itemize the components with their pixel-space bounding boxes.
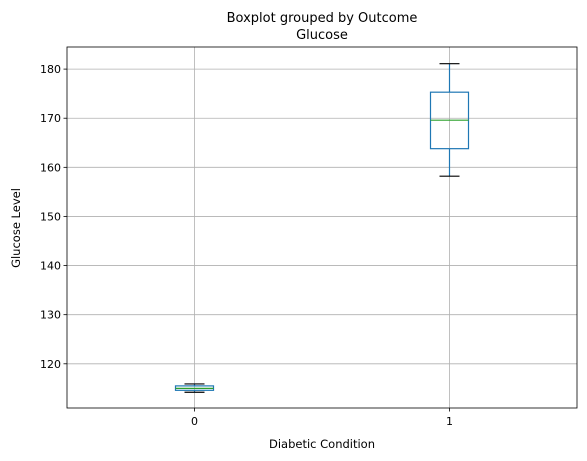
y-tick-label: 150 (40, 210, 61, 223)
y-tick-label: 130 (40, 309, 61, 322)
x-tick-label: 0 (191, 415, 198, 428)
y-axis-label: Glucose Level (9, 188, 23, 268)
plot-frame (66, 46, 578, 409)
x-tick-label: 1 (446, 415, 453, 428)
x-axis-label: Diabetic Condition (269, 437, 375, 451)
y-tick-label: 140 (40, 260, 61, 273)
box-0 (174, 383, 215, 393)
y-tick-label: 170 (40, 112, 61, 125)
y-axis: 120 130 140 150 160 170 180 (40, 63, 67, 371)
chart-suptitle: Boxplot grouped by Outcome (227, 11, 418, 26)
box-group (174, 63, 470, 393)
grid-lines (67, 47, 577, 408)
chart-title: Glucose (296, 28, 348, 43)
y-tick-label: 180 (40, 63, 61, 76)
y-tick-label: 160 (40, 161, 61, 174)
box-1 (429, 63, 470, 177)
y-tick-label: 120 (40, 358, 61, 371)
